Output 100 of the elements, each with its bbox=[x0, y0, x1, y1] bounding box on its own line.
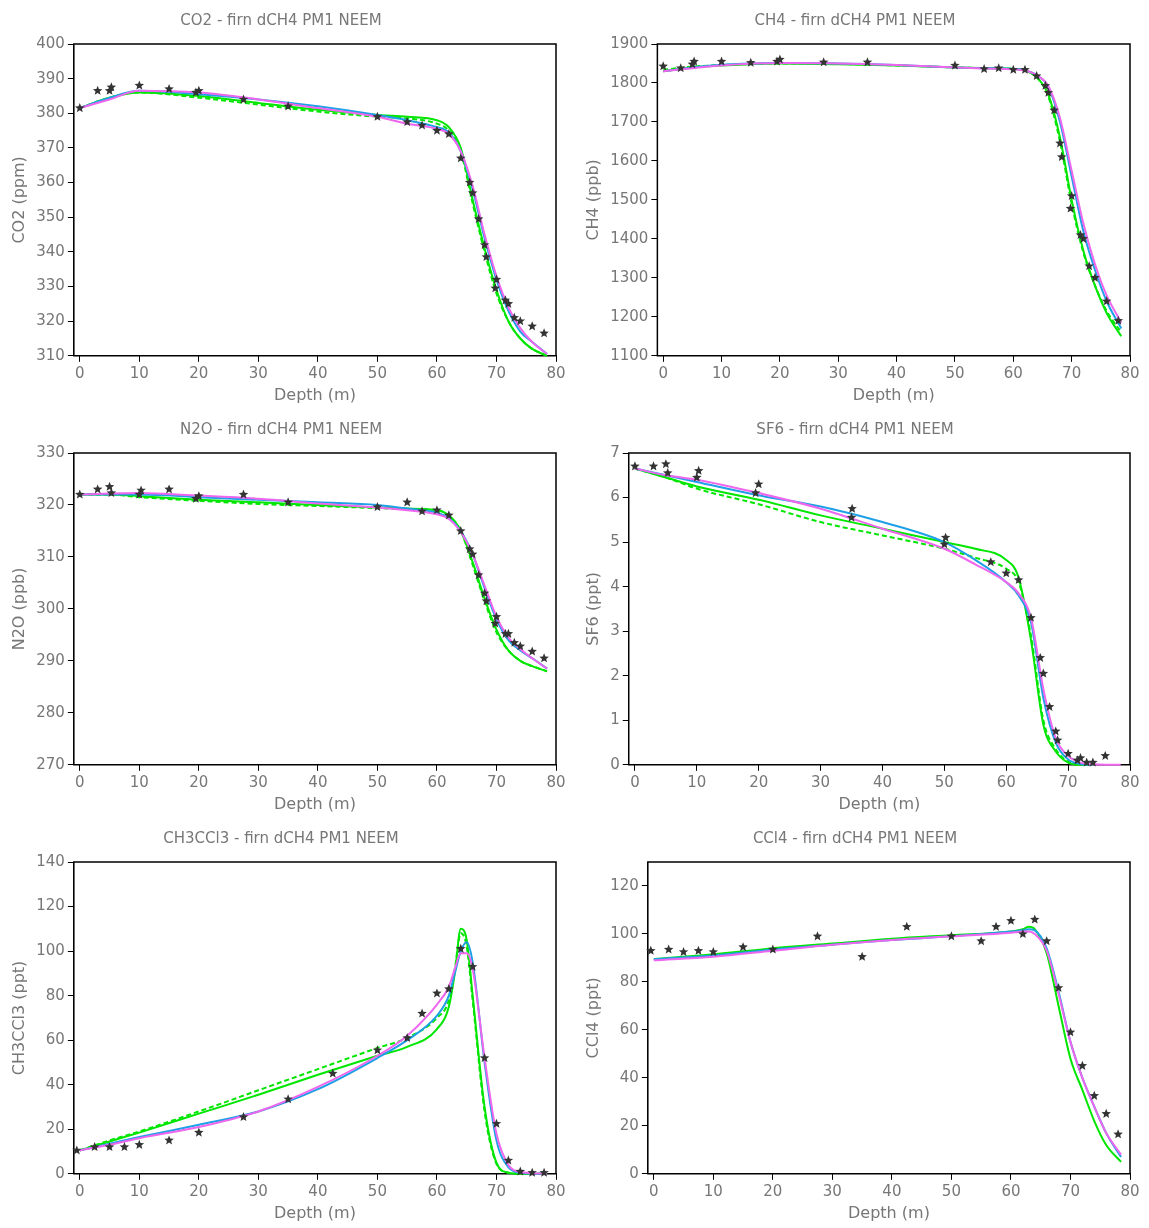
y-tick-label: 4 bbox=[610, 576, 620, 595]
point bbox=[467, 961, 478, 971]
point bbox=[1008, 64, 1019, 74]
point bbox=[753, 479, 764, 489]
point bbox=[993, 63, 1004, 73]
y-tick-label: 0 bbox=[55, 1163, 65, 1182]
point bbox=[708, 946, 719, 956]
point bbox=[283, 1094, 293, 1104]
y-tick-label: 5 bbox=[610, 531, 620, 550]
x-tick-label: 30 bbox=[248, 1181, 268, 1200]
point bbox=[490, 283, 501, 293]
point bbox=[372, 502, 383, 512]
x-axis-title: Depth (m) bbox=[852, 384, 935, 404]
point bbox=[1077, 1060, 1088, 1070]
point bbox=[1089, 1090, 1100, 1100]
point bbox=[1050, 726, 1061, 736]
point bbox=[92, 85, 103, 95]
point bbox=[646, 945, 656, 955]
x-tick-label: 10 bbox=[703, 1181, 723, 1200]
y-tick-label: 20 bbox=[45, 1119, 65, 1138]
point bbox=[692, 472, 702, 482]
x-tick-label: 40 bbox=[887, 363, 907, 382]
x-axis-title: Depth (m) bbox=[273, 384, 356, 404]
point bbox=[328, 1068, 338, 1078]
y-tick-label: 6 bbox=[610, 487, 620, 506]
point bbox=[479, 588, 490, 598]
point bbox=[515, 316, 526, 326]
x-tick-label: 10 bbox=[712, 363, 732, 382]
point bbox=[402, 497, 412, 507]
point bbox=[1084, 261, 1094, 271]
point bbox=[491, 274, 502, 284]
y-tick-label: 370 bbox=[36, 137, 65, 156]
point bbox=[515, 1166, 526, 1176]
y-axis-title: N2O (ppb) bbox=[8, 567, 28, 651]
point bbox=[946, 931, 957, 941]
point bbox=[738, 942, 748, 952]
point bbox=[479, 1052, 490, 1063]
point bbox=[986, 557, 996, 567]
y-tick-label: 3 bbox=[610, 621, 620, 640]
point bbox=[490, 618, 501, 628]
point bbox=[1030, 914, 1040, 924]
x-tick-label: 50 bbox=[367, 363, 387, 382]
point bbox=[1065, 203, 1076, 213]
point bbox=[818, 57, 829, 67]
y-tick-label: 320 bbox=[36, 494, 65, 513]
chart-title: SF6 - firn dCH4 PM1 NEEM bbox=[756, 419, 954, 438]
y-tick-label: 7 bbox=[610, 442, 620, 461]
x-tick-label: 20 bbox=[189, 1181, 209, 1200]
x-tick-label: 0 bbox=[658, 363, 668, 382]
point bbox=[648, 461, 659, 471]
point bbox=[527, 321, 537, 331]
point bbox=[979, 63, 989, 73]
point bbox=[1013, 574, 1024, 584]
point bbox=[402, 116, 412, 126]
x-tick-label: 50 bbox=[367, 772, 387, 791]
point bbox=[1088, 757, 1098, 767]
point bbox=[675, 63, 686, 73]
point bbox=[661, 459, 671, 469]
y-tick-label: 350 bbox=[36, 207, 65, 226]
y-tick-label: 310 bbox=[36, 345, 65, 364]
x-tick-label: 0 bbox=[75, 1181, 85, 1200]
point bbox=[663, 944, 674, 954]
point bbox=[481, 252, 492, 262]
point bbox=[1020, 64, 1030, 74]
point bbox=[539, 653, 549, 663]
y-tick-label: 1100 bbox=[610, 345, 649, 364]
x-tick-label: 10 bbox=[129, 1181, 149, 1200]
point bbox=[164, 484, 174, 494]
x-tick-label: 20 bbox=[770, 363, 790, 382]
point bbox=[658, 61, 668, 71]
y-axis-title: CH3CCl3 (ppt) bbox=[8, 960, 28, 1076]
y-tick-label: 1200 bbox=[610, 306, 649, 325]
point bbox=[1100, 750, 1110, 760]
point bbox=[1018, 928, 1028, 938]
y-tick-label: 310 bbox=[36, 546, 65, 565]
point bbox=[444, 983, 454, 993]
point bbox=[847, 503, 857, 513]
x-tick-label: 40 bbox=[872, 772, 893, 791]
point bbox=[1053, 982, 1064, 992]
x-tick-label: 60 bbox=[1003, 363, 1023, 382]
x-tick-label: 10 bbox=[129, 363, 149, 382]
x-tick-label: 30 bbox=[811, 772, 831, 791]
point bbox=[1113, 1129, 1123, 1139]
x-axis-title: Depth (m) bbox=[847, 1202, 930, 1222]
point bbox=[1078, 233, 1089, 243]
point bbox=[89, 1142, 100, 1152]
point bbox=[75, 489, 85, 499]
point bbox=[417, 1008, 427, 1018]
x-tick-label: 70 bbox=[1060, 1181, 1081, 1200]
x-tick-label: 50 bbox=[945, 363, 965, 382]
point bbox=[1035, 652, 1046, 662]
point bbox=[693, 945, 704, 955]
x-tick-label: 70 bbox=[1058, 772, 1078, 791]
point bbox=[950, 60, 960, 70]
point bbox=[417, 120, 427, 130]
point bbox=[1113, 315, 1124, 325]
point bbox=[745, 57, 756, 67]
point bbox=[939, 539, 950, 549]
y-tick-label: 1 bbox=[610, 710, 620, 729]
x-tick-label: 40 bbox=[882, 1181, 902, 1200]
